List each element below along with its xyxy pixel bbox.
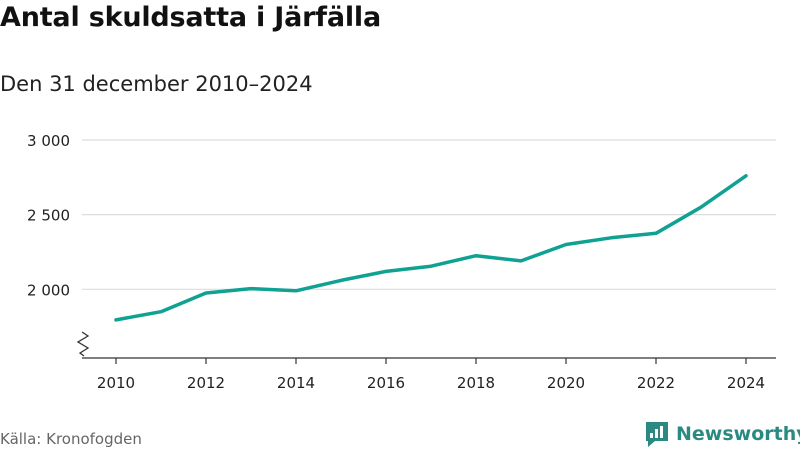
brand-name: Newsworthy — [676, 423, 800, 445]
x-tick-label: 2022 — [637, 374, 675, 392]
chart-subtitle: Den 31 december 2010–2024 — [0, 72, 313, 96]
x-tick-label: 2018 — [457, 374, 495, 392]
x-tick-label: 2016 — [367, 374, 405, 392]
axis-break-icon — [76, 331, 90, 357]
newsworthy-logo: Newsworthy — [644, 420, 800, 448]
x-tick-label: 2014 — [277, 374, 315, 392]
newsworthy-logo-icon — [646, 422, 668, 447]
y-tick-label: 3 000 — [27, 132, 70, 150]
series-line — [114, 174, 748, 322]
source-note: Källa: Kronofogden — [0, 430, 142, 448]
x-tick-label: 2020 — [547, 374, 585, 392]
chart-title: Antal skuldsatta i Järfälla — [0, 2, 381, 33]
y-tick-label: 2 000 — [27, 281, 70, 299]
x-tick-label: 2024 — [727, 374, 765, 392]
x-tick-label: 2010 — [97, 374, 135, 392]
x-tick-label: 2012 — [187, 374, 225, 392]
y-tick-label: 2 500 — [27, 207, 70, 225]
